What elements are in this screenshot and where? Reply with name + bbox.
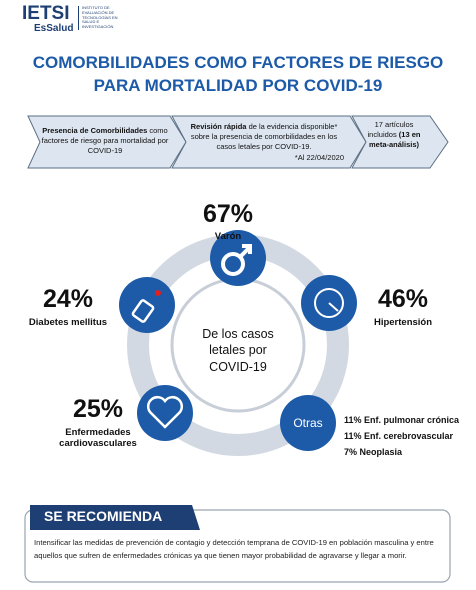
label: Diabetes mellitus bbox=[28, 317, 108, 328]
others-item: 11% Enf. pulmonar crónica bbox=[344, 415, 460, 425]
step-arrow bbox=[351, 115, 449, 169]
label: Hipertensión bbox=[373, 317, 433, 328]
percent: 67% bbox=[202, 200, 254, 228]
step-arrow bbox=[27, 115, 187, 169]
recommendation-text: Intensificar las medidas de prevención d… bbox=[34, 538, 434, 560]
icon-glucose bbox=[119, 277, 175, 333]
step-text: 17 artículos incluidos bbox=[367, 120, 414, 139]
step-bold: Revisión rápida bbox=[190, 122, 247, 131]
recommendation-tab bbox=[30, 505, 200, 530]
step-text: como factores de riesgo para mortalidad … bbox=[41, 126, 169, 155]
others-item: 7% Neoplasia bbox=[344, 446, 403, 457]
step-bold: (13 en meta-análisis) bbox=[368, 129, 421, 149]
others-list: 11% Enf. pulmonar crónica 11% Enf. cereb… bbox=[344, 413, 459, 460]
logo: IETSI bbox=[22, 3, 70, 24]
step-1: Presencia de Comorbilidades como factore… bbox=[36, 126, 174, 155]
label: Enfermedades cardiovasculares bbox=[59, 427, 137, 449]
step-2: Revisión rápida de la evidencia disponib… bbox=[184, 122, 344, 163]
others-label: Otras bbox=[293, 416, 323, 430]
percent: 46% bbox=[377, 285, 429, 313]
logo-sub: EsSalud bbox=[34, 23, 74, 34]
percent: 24% bbox=[42, 285, 94, 313]
step-text: de la evidencia disponible* sobre la pre… bbox=[190, 122, 338, 151]
label: Varón bbox=[214, 231, 242, 242]
recommendation-title: SE RECOMIENDA bbox=[44, 508, 163, 524]
title: COMORBILIDADES COMO FACTORES DE RIESGO P… bbox=[32, 53, 444, 95]
center-text: De los casos letales por COVID-19 bbox=[202, 327, 274, 374]
step-arrow bbox=[171, 115, 367, 169]
percent: 25% bbox=[72, 395, 124, 423]
institute: INSTITUTO DE EVALUACIÓN DE TECNOLOGÍAS E… bbox=[78, 5, 130, 30]
others-item: 11% Enf. cerebrovascular bbox=[344, 430, 454, 441]
step-bold: Presencia de Comorbilidades bbox=[42, 126, 148, 135]
icon-others bbox=[280, 395, 336, 451]
step-3: 17 artículos incluidos (13 en meta-análi… bbox=[364, 120, 424, 149]
step-note: *Al 22/04/2020 bbox=[294, 153, 344, 163]
